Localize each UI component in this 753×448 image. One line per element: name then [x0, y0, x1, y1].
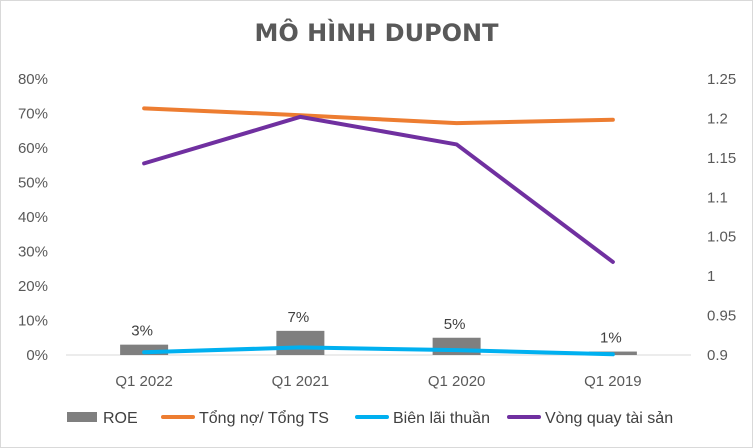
y-left-tick-label: 10%	[18, 313, 48, 330]
legend-label: ROE	[103, 410, 138, 427]
y-right-tick-label: 1.1	[707, 189, 728, 206]
y-right-tick-label: 0.9	[707, 347, 728, 364]
y-left-tick-label: 60%	[18, 140, 48, 157]
y-left-tick-label: 70%	[18, 106, 48, 123]
y-right-tick-label: 1.15	[707, 150, 736, 167]
y-left-tick-label: 0%	[26, 347, 48, 364]
legend-label: Vòng quay tài sản	[545, 410, 673, 427]
legend-swatch-roe	[67, 412, 97, 422]
series-line-bi-n-l-i-thu-n	[142, 345, 615, 357]
y-right-tick-label: 1.05	[707, 229, 736, 246]
roe-data-label: 3%	[131, 323, 153, 340]
y-left-tick-label: 40%	[18, 209, 48, 226]
y-left-tick-label: 20%	[18, 278, 48, 295]
legend-label: Biên lãi thuần	[393, 410, 490, 427]
y-right-tick-label: 1	[707, 268, 715, 285]
roe-data-label: 1%	[600, 330, 622, 347]
roe-bar	[276, 330, 325, 355]
y-right-tick-label: 1.2	[707, 110, 728, 127]
y-right-tick-label: 1.25	[707, 71, 736, 88]
x-tick-label: Q1 2020	[428, 373, 486, 390]
y-left-tick-label: 80%	[18, 71, 48, 88]
roe-data-label: 7%	[288, 309, 310, 326]
roe-bar	[120, 344, 169, 355]
roe-data-label: 5%	[444, 316, 466, 333]
series-line-t-ng-n-t-ng-ts	[142, 106, 615, 126]
legend-label: Tổng nợ/ Tổng TS	[199, 409, 329, 427]
chart-title: MÔ HÌNH DUPONT	[254, 19, 499, 47]
x-tick-label: Q1 2021	[272, 373, 330, 390]
x-tick-label: Q1 2019	[584, 373, 642, 390]
y-left-tick-label: 30%	[18, 244, 48, 261]
y-right-tick-label: 0.95	[707, 308, 736, 325]
series-line-v-ng-quay-t-i-s-n	[142, 114, 615, 264]
y-left-tick-label: 50%	[18, 175, 48, 192]
x-tick-label: Q1 2022	[115, 373, 173, 390]
